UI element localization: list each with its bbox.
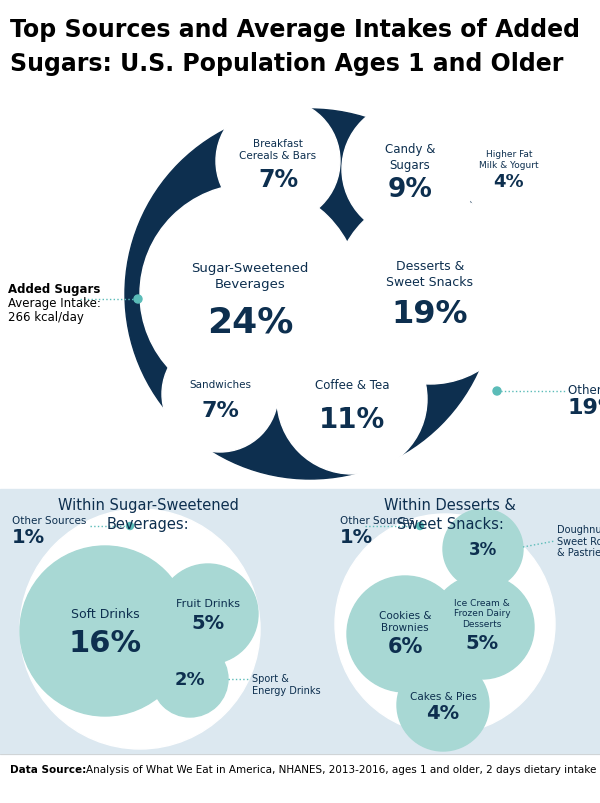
Text: Sugars: U.S. Population Ages 1 and Older: Sugars: U.S. Population Ages 1 and Older — [10, 52, 563, 76]
Text: Cakes & Pies: Cakes & Pies — [410, 691, 476, 701]
Text: Candy &
Sugars: Candy & Sugars — [385, 143, 435, 173]
Circle shape — [277, 324, 427, 475]
Text: Breakfast
Cereals & Bars: Breakfast Cereals & Bars — [239, 139, 317, 161]
Circle shape — [416, 523, 424, 530]
Text: 4%: 4% — [427, 703, 460, 723]
Text: 1%: 1% — [12, 528, 45, 546]
Text: Cookies &
Brownies: Cookies & Brownies — [379, 610, 431, 632]
Circle shape — [162, 336, 278, 452]
Text: Within Desserts &
Sweet Snacks:: Within Desserts & Sweet Snacks: — [384, 497, 516, 531]
Text: Doughnuts,
Sweet Rolls,
& Pastries: Doughnuts, Sweet Rolls, & Pastries — [557, 524, 600, 557]
Circle shape — [430, 575, 534, 679]
Text: 3%: 3% — [469, 540, 497, 558]
Circle shape — [347, 577, 463, 692]
Circle shape — [152, 642, 228, 717]
Text: Average Intake:: Average Intake: — [8, 296, 101, 310]
Text: 19%: 19% — [392, 300, 468, 330]
Text: Ice Cream &
Frozen Dairy
Desserts: Ice Cream & Frozen Dairy Desserts — [454, 598, 511, 628]
Circle shape — [342, 102, 478, 238]
Text: 6%: 6% — [388, 636, 422, 656]
Text: 16%: 16% — [68, 629, 142, 658]
Text: 4%: 4% — [494, 173, 524, 191]
Circle shape — [20, 509, 260, 749]
Circle shape — [335, 195, 525, 385]
Text: Fruit Drinks: Fruit Drinks — [176, 598, 240, 608]
Bar — [0, 489, 600, 754]
Circle shape — [158, 565, 258, 664]
Text: Coffee & Tea: Coffee & Tea — [315, 379, 389, 392]
Text: Within Sugar-Sweetened
Beverages:: Within Sugar-Sweetened Beverages: — [58, 497, 238, 531]
Circle shape — [443, 509, 523, 589]
Text: Soft Drinks: Soft Drinks — [71, 608, 139, 621]
Text: Sport &
Energy Drinks: Sport & Energy Drinks — [252, 673, 320, 695]
Text: 1%: 1% — [340, 528, 373, 546]
Text: 266 kcal/day: 266 kcal/day — [8, 311, 84, 324]
Text: 5%: 5% — [191, 613, 224, 633]
Text: 7%: 7% — [258, 168, 298, 192]
Circle shape — [216, 100, 340, 224]
Text: Sugar-Sweetened
Beverages: Sugar-Sweetened Beverages — [191, 262, 308, 291]
Text: Data Source:: Data Source: — [10, 764, 86, 774]
Circle shape — [140, 185, 360, 405]
Text: 11%: 11% — [319, 406, 385, 434]
Text: 2%: 2% — [175, 671, 205, 688]
Text: 7%: 7% — [201, 401, 239, 421]
Circle shape — [397, 659, 489, 751]
Text: Other Sources: Other Sources — [568, 384, 600, 397]
Text: 19%: 19% — [568, 397, 600, 418]
Text: Sandwiches: Sandwiches — [189, 380, 251, 389]
Text: Desserts &
Sweet Snacks: Desserts & Sweet Snacks — [386, 260, 473, 289]
Text: Other Sources: Other Sources — [12, 516, 86, 525]
Text: 5%: 5% — [466, 634, 499, 653]
Text: 24%: 24% — [207, 306, 293, 340]
Text: Added Sugars: Added Sugars — [8, 283, 100, 296]
Circle shape — [127, 523, 133, 530]
Circle shape — [125, 110, 495, 479]
Circle shape — [335, 515, 555, 734]
Text: Higher Fat
Milk & Yogurt: Higher Fat Milk & Yogurt — [479, 150, 539, 169]
Text: 9%: 9% — [388, 177, 433, 202]
Circle shape — [20, 546, 190, 716]
Circle shape — [493, 388, 501, 396]
Text: Top Sources and Average Intakes of Added: Top Sources and Average Intakes of Added — [10, 18, 580, 42]
Text: Analysis of What We Eat in America, NHANES, 2013-2016, ages 1 and older, 2 days : Analysis of What We Eat in America, NHAN… — [86, 764, 600, 774]
Circle shape — [134, 296, 142, 304]
Text: Other Sources: Other Sources — [340, 516, 415, 525]
Circle shape — [461, 120, 557, 216]
